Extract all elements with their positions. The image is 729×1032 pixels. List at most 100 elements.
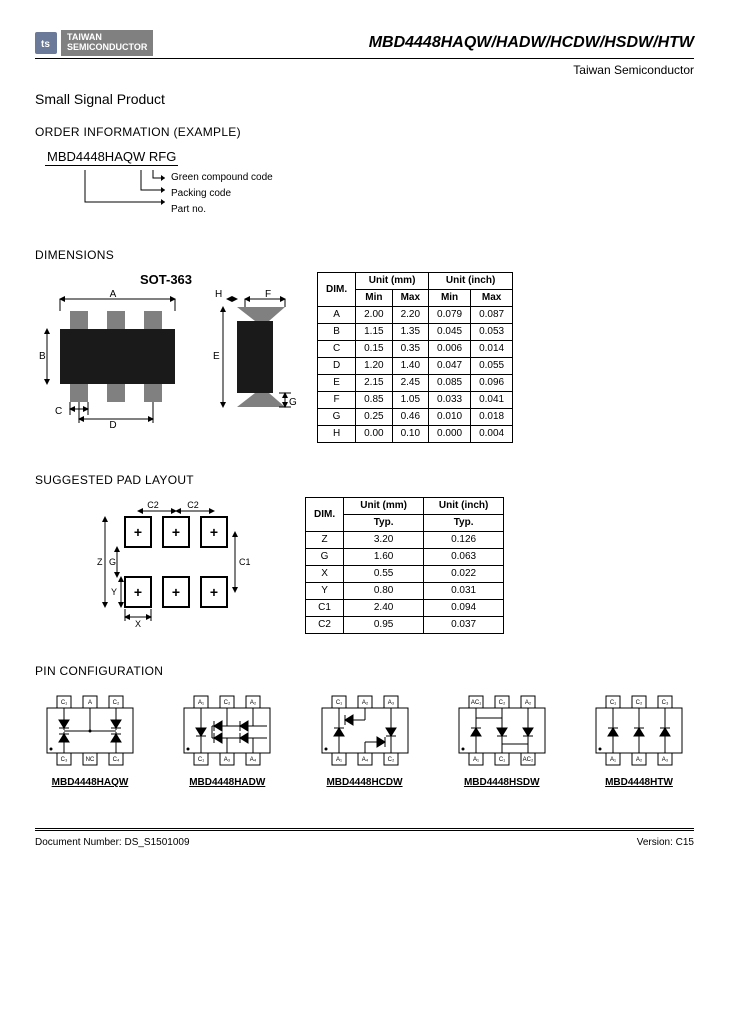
dim-max: Max xyxy=(392,289,428,306)
svg-text:+: + xyxy=(210,584,218,600)
pin-diagram-hsdw: AC₁C₂A₂ A₁C₁AC₂ xyxy=(447,688,557,773)
pad-layout-drawing: +++ +++ C2 C2 Z G Y C1 X xyxy=(75,497,275,627)
svg-text:A: A xyxy=(110,289,117,300)
svg-text:A₃: A₃ xyxy=(662,757,669,763)
table-cell: A xyxy=(318,306,356,323)
table-row: B1.151.350.0450.053 xyxy=(318,323,513,340)
table-cell: 0.95 xyxy=(344,616,424,633)
table-cell: X xyxy=(306,565,344,582)
table-cell: 0.047 xyxy=(429,357,471,374)
table-cell: 0.55 xyxy=(344,565,424,582)
table-row: C12.400.094 xyxy=(306,599,504,616)
logo: ts TAIWAN SEMICONDUCTOR xyxy=(35,30,153,56)
table-cell: 0.25 xyxy=(356,408,392,425)
doc-number: Document Number: DS_S1501009 xyxy=(35,837,190,848)
svg-text:ts: ts xyxy=(41,39,50,50)
footer-divider xyxy=(35,830,694,831)
table-cell: 0.010 xyxy=(429,408,471,425)
svg-text:AC₁: AC₁ xyxy=(471,700,481,706)
table-cell: 0.10 xyxy=(392,425,428,442)
table-cell: E xyxy=(318,374,356,391)
header: ts TAIWAN SEMICONDUCTOR MBD4448HAQW/HADW… xyxy=(35,30,694,56)
svg-text:A₂: A₂ xyxy=(250,700,257,706)
table-cell: G xyxy=(318,408,356,425)
pin-item: A₁C₂A₂ C₁A₃A₄ MBD4448HADW xyxy=(172,688,282,788)
svg-text:C₂: C₂ xyxy=(498,700,505,706)
svg-text:+: + xyxy=(172,524,180,540)
dim-max: Max xyxy=(471,289,513,306)
svg-text:+: + xyxy=(172,584,180,600)
table-row: D1.201.400.0470.055 xyxy=(318,357,513,374)
svg-text:G: G xyxy=(109,557,116,567)
svg-text:+: + xyxy=(134,524,142,540)
table-row: Z3.200.126 xyxy=(306,531,504,548)
table-cell: 0.094 xyxy=(424,599,504,616)
package-side-view: H F E G xyxy=(207,289,297,429)
table-cell: C xyxy=(318,340,356,357)
padlayout-block: +++ +++ C2 C2 Z G Y C1 X DIM. Unit (mm) … xyxy=(75,497,694,634)
table-cell: C1 xyxy=(306,599,344,616)
svg-text:A₁: A₁ xyxy=(198,700,204,706)
svg-text:NC: NC xyxy=(86,757,95,763)
logo-icon: ts xyxy=(35,32,57,54)
table-cell: 2.15 xyxy=(356,374,392,391)
pin-label-0: MBD4448HAQW xyxy=(35,777,145,788)
svg-text:C₁: C₁ xyxy=(610,700,616,706)
table-row: A2.002.200.0790.087 xyxy=(318,306,513,323)
table-cell: 0.055 xyxy=(471,357,513,374)
table-cell: 0.087 xyxy=(471,306,513,323)
svg-text:A₂: A₂ xyxy=(361,700,368,706)
table-cell: 0.00 xyxy=(356,425,392,442)
order-labels: Green compound code Packing code Part no… xyxy=(171,170,273,218)
package-top-view: A B C xyxy=(35,289,185,429)
table-cell: Z xyxy=(306,531,344,548)
order-heading: ORDER INFORMATION (EXAMPLE) xyxy=(35,125,694,139)
svg-text:C₁: C₁ xyxy=(499,757,505,763)
table-cell: 0.031 xyxy=(424,582,504,599)
svg-text:A₄: A₄ xyxy=(361,757,368,763)
svg-text:C₁: C₁ xyxy=(198,757,204,763)
pad-unit-mm: Unit (mm) xyxy=(344,497,424,514)
table-cell: 1.40 xyxy=(392,357,428,374)
pad-typ: Typ. xyxy=(424,514,504,531)
svg-text:A₃: A₃ xyxy=(224,757,231,763)
table-cell: 0.018 xyxy=(471,408,513,425)
pinconfig-heading: PIN CONFIGURATION xyxy=(35,664,694,678)
table-cell: 0.000 xyxy=(429,425,471,442)
pin-diagram-hadw: A₁C₂A₂ C₁A₃A₄ xyxy=(172,688,282,773)
padlayout-table: DIM. Unit (mm) Unit (inch) Typ. Typ. Z3.… xyxy=(305,497,504,634)
version: Version: C15 xyxy=(637,837,694,848)
dim-min: Min xyxy=(356,289,392,306)
order-block: MBD4448HAQW RFG Green compound code Pack… xyxy=(45,149,694,218)
pin-item: C₁A₂A₃ A₁A₄C₂ MBD4448HCDW xyxy=(310,688,420,788)
svg-text:C1: C1 xyxy=(239,557,251,567)
dim-unit-mm: Unit (mm) xyxy=(356,272,429,289)
pin-item: AC₁C₂A₂ A₁C₁AC₂ MBD4448HSDW xyxy=(447,688,557,788)
table-cell: 0.085 xyxy=(429,374,471,391)
table-cell: B xyxy=(318,323,356,340)
svg-text:C₃: C₃ xyxy=(662,700,669,706)
pin-item: C₁AC₂ C₃NCC₄ MBD4448HAQW xyxy=(35,688,145,788)
table-cell: 0.041 xyxy=(471,391,513,408)
svg-text:+: + xyxy=(134,584,142,600)
svg-text:A₁: A₁ xyxy=(610,757,616,763)
table-cell: 1.20 xyxy=(356,357,392,374)
table-cell: C2 xyxy=(306,616,344,633)
page-title: MBD4448HAQW/HADW/HCDW/HSDW/HTW xyxy=(369,34,694,52)
padlayout-heading: SUGGESTED PAD LAYOUT xyxy=(35,473,694,487)
order-partno: MBD4448HAQW RFG xyxy=(45,149,178,166)
pin-item: C₁C₂C₃ A₁A₂A₃ MBD4448HTW xyxy=(584,688,694,788)
table-cell: 0.096 xyxy=(471,374,513,391)
table-cell: 0.063 xyxy=(424,548,504,565)
svg-text:C₂: C₂ xyxy=(387,757,394,763)
table-row: H0.000.100.0000.004 xyxy=(318,425,513,442)
pad-typ: Typ. xyxy=(344,514,424,531)
company-name: Taiwan Semiconductor xyxy=(35,63,694,77)
package-drawings: SOT-363 A xyxy=(35,272,297,429)
svg-text:A₂: A₂ xyxy=(525,700,532,706)
table-cell: 0.004 xyxy=(471,425,513,442)
dim-unit-in: Unit (inch) xyxy=(429,272,513,289)
dim-hdr: DIM. xyxy=(318,272,356,306)
dimensions-heading: DIMENSIONS xyxy=(35,248,694,262)
pad-dim-hdr: DIM. xyxy=(306,497,344,531)
